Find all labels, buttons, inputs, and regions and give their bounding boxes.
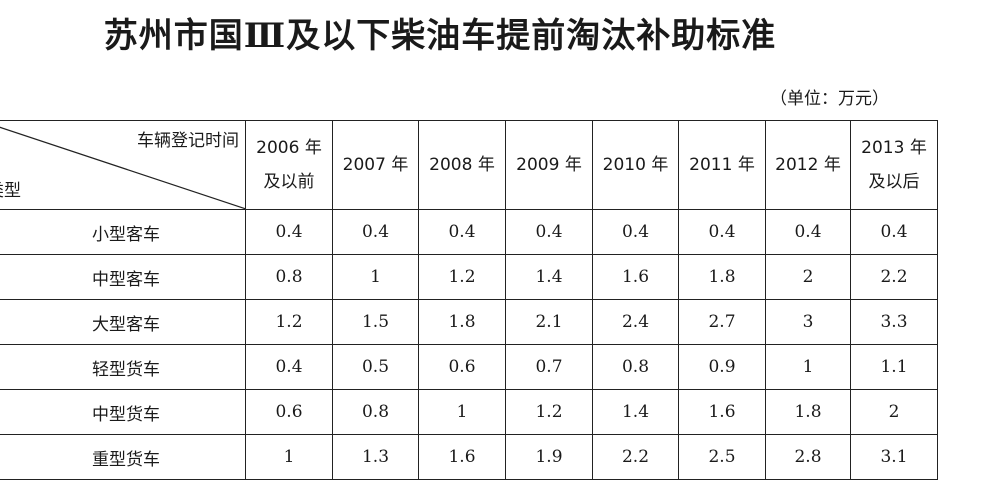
cell: 1.8 (418, 299, 506, 345)
table-row: 重型货车 1 1.3 1.6 1.9 2.2 2.5 2.8 3.1 (0, 434, 938, 480)
column-header: 2007 年 (332, 120, 419, 210)
column-header-line: 及以后 (868, 172, 920, 192)
table-row: 中型货车 0.6 0.8 1 1.2 1.4 1.6 1.8 2 (0, 389, 938, 435)
column-header: 2013 年及以后 (850, 120, 938, 210)
cell: 2.5 (678, 434, 766, 480)
row-label: 大型客车 (0, 299, 246, 345)
cell: 0.8 (332, 389, 419, 435)
cell: 1.8 (765, 389, 851, 435)
cell: 0.4 (418, 209, 506, 255)
cell: 1.5 (332, 299, 419, 345)
cell: 0.8 (592, 344, 679, 390)
corner-top-label: 车辆登记时间 (137, 131, 239, 151)
cell: 2 (765, 254, 851, 300)
row-label: 中型客车 (0, 254, 246, 300)
unit-note: （单位：万元） (770, 89, 889, 109)
cell: 1.1 (850, 344, 938, 390)
column-header-line: 2006 年 (256, 138, 322, 158)
column-header: 2012 年 (765, 120, 851, 210)
row-label: 重型货车 (0, 434, 246, 480)
column-header: 2008 年 (418, 120, 506, 210)
column-header: 2009 年 (505, 120, 593, 210)
cell: 0.8 (245, 254, 333, 300)
table-row: 小型客车 0.4 0.4 0.4 0.4 0.4 0.4 0.4 0.4 (0, 209, 938, 255)
title: 苏州市国Ⅲ及以下柴油车提前淘汰补助标准 (103, 16, 777, 56)
cell: 0.4 (678, 209, 766, 255)
cell: 1.9 (505, 434, 593, 480)
cell: 1.6 (678, 389, 766, 435)
table-row: 轻型货车 0.4 0.5 0.6 0.7 0.8 0.9 1 1.1 (0, 344, 938, 390)
cell: 1 (332, 254, 419, 300)
row-label: 中型货车 (0, 389, 246, 435)
cell: 0.6 (245, 389, 333, 435)
table-row: 大型客车 1.2 1.5 1.8 2.1 2.4 2.7 3 3.3 (0, 299, 938, 345)
cell: 0.4 (592, 209, 679, 255)
column-header-line: 2011 年 (689, 155, 755, 175)
cell: 0.4 (245, 344, 333, 390)
column-header-line: 2008 年 (429, 155, 495, 175)
cell: 2.2 (592, 434, 679, 480)
cell: 0.4 (245, 209, 333, 255)
corner-cell: 车辆登记时间类型 (0, 120, 246, 210)
cell: 1.6 (418, 434, 506, 480)
cell: 1.8 (678, 254, 766, 300)
cell: 3.1 (850, 434, 938, 480)
cell: 3 (765, 299, 851, 345)
cell: 1.2 (245, 299, 333, 345)
cell: 0.4 (850, 209, 938, 255)
column-header-line: 2007 年 (342, 155, 409, 175)
column-header: 2011 年 (678, 120, 766, 210)
row-label: 小型客车 (0, 209, 246, 255)
cell: 1.4 (592, 389, 679, 435)
cell: 1 (418, 389, 506, 435)
cell: 0.4 (765, 209, 851, 255)
cell: 1.6 (592, 254, 679, 300)
cell: 1.4 (505, 254, 593, 300)
cell: 0.6 (418, 344, 506, 390)
cell: 2.2 (850, 254, 938, 300)
diagonal (0, 126, 246, 209)
cell: 2 (850, 389, 938, 435)
cell: 2.1 (505, 299, 593, 345)
column-header-line: 2009 年 (516, 155, 582, 175)
table-row: 中型客车 0.8 1 1.2 1.4 1.6 1.8 2 2.2 (0, 254, 938, 300)
cell: 3.3 (850, 299, 938, 345)
cell: 2.4 (592, 299, 679, 345)
column-header-line: 2013 年 (861, 138, 927, 158)
cell: 2.7 (678, 299, 766, 345)
cell: 0.4 (332, 209, 419, 255)
column-header: 2010 年 (592, 120, 679, 210)
cell: 1 (765, 344, 851, 390)
cell: 0.9 (678, 344, 766, 390)
cell: 0.4 (505, 209, 593, 255)
cell: 1 (245, 434, 333, 480)
cell: 1.2 (418, 254, 506, 300)
corner: 车辆登记时间类型 (0, 121, 246, 209)
column-header-line: 2012 年 (775, 155, 841, 175)
column-header-line: 2010 年 (602, 155, 669, 175)
cell: 2.8 (765, 434, 851, 480)
cell: 1.3 (332, 434, 419, 480)
cell: 1.2 (505, 389, 593, 435)
cell: 0.5 (332, 344, 419, 390)
column-header: 2006 年及以前 (245, 120, 333, 210)
column-header-line: 及以前 (263, 172, 315, 192)
row-label: 轻型货车 (0, 344, 246, 390)
cell: 0.7 (505, 344, 593, 390)
corner-bottom-label: 类型 (0, 181, 21, 201)
